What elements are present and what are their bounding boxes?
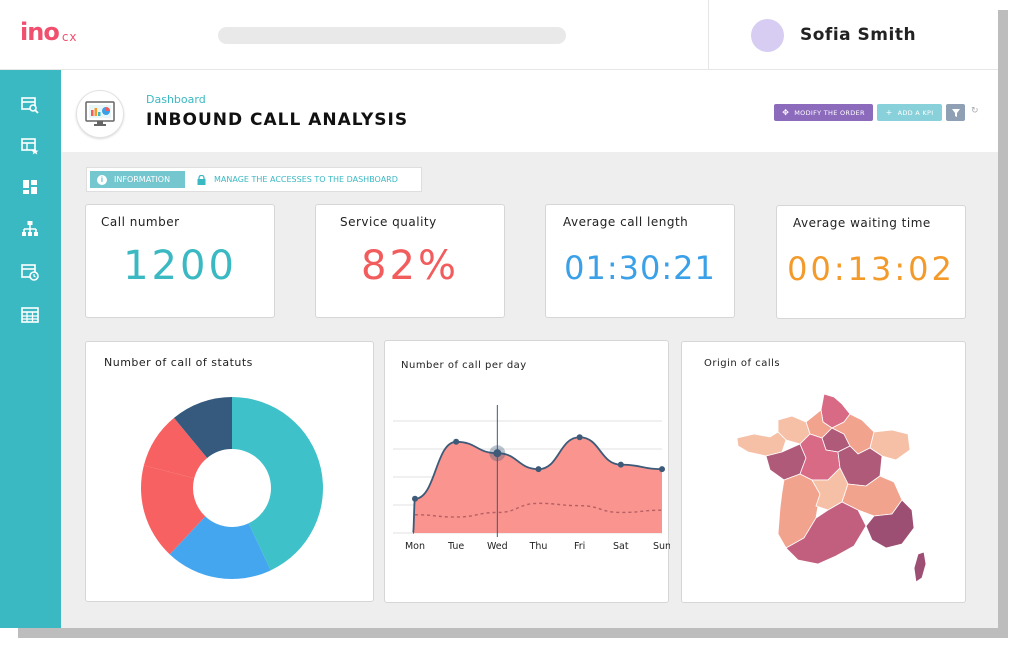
x-tick-label: Wed [487, 541, 508, 552]
kpi-label: Average waiting time [793, 216, 931, 230]
dashboard-thumbnail-icon [76, 90, 124, 138]
x-tick-label: Mon [405, 541, 425, 552]
area-line [412, 436, 663, 534]
kpi-card-call-number[interactable]: Call number 1200 [85, 204, 275, 318]
table-star-icon[interactable] [21, 137, 39, 155]
modify-order-label: MODIFY THE ORDER [794, 108, 865, 117]
data-point[interactable] [576, 434, 583, 441]
donut-slice[interactable] [232, 397, 323, 571]
page-title: INBOUND CALL ANALYSIS [146, 110, 409, 130]
filter-icon [951, 108, 960, 117]
data-point[interactable] [412, 495, 418, 502]
x-tick-label: Sun [653, 541, 670, 552]
x-tick-label: Tue [447, 541, 464, 552]
kpi-value: 82% [361, 243, 459, 289]
breadcrumb[interactable]: Dashboard [146, 93, 206, 106]
map-region-paca [865, 499, 915, 549]
hierarchy-icon[interactable] [21, 220, 39, 238]
data-point[interactable] [493, 449, 502, 458]
map-region-bretagne [736, 431, 787, 457]
kpi-value: 01:30:21 [564, 249, 716, 287]
data-point[interactable] [659, 466, 665, 473]
data-point[interactable] [617, 461, 624, 468]
donut-slice[interactable] [143, 417, 208, 479]
avatar[interactable] [751, 18, 784, 52]
area-fill [413, 437, 662, 533]
top-bar: ino cx Sofia Smith [0, 0, 998, 70]
calendar-clock-icon[interactable] [21, 263, 39, 281]
kpi-value: 1200 [123, 243, 237, 289]
donut-slice[interactable] [141, 465, 206, 555]
user-menu[interactable]: Sofia Smith [708, 0, 998, 70]
app-logo[interactable]: ino cx [20, 20, 78, 44]
plus-icon: + [885, 108, 893, 117]
logo-suffix: cx [61, 30, 78, 44]
logo-mark-text: ino [20, 18, 60, 46]
dashboard-tabs: i INFORMATION MANAGE THE ACCESSES TO THE… [86, 167, 422, 192]
filter-button[interactable] [946, 104, 965, 121]
x-tick-label: Thu [529, 541, 548, 552]
search-table-icon[interactable] [21, 96, 39, 114]
chart-title: Origin of calls [704, 358, 781, 369]
donut-slice[interactable] [173, 397, 232, 458]
kpi-label: Average call length [563, 215, 689, 229]
app-window: ino cx Sofia Smith [0, 0, 998, 628]
sidebar [0, 70, 61, 628]
logo-mark: ino [20, 18, 60, 46]
add-kpi-label: ADD A KPI [897, 108, 934, 117]
tab-manage-access[interactable]: MANAGE THE ACCESSES TO THE DASHBOARD [197, 171, 398, 188]
kpi-card-service-quality[interactable]: Service quality 82% [315, 204, 505, 318]
user-name: Sofia Smith [800, 25, 917, 45]
refresh-icon[interactable]: ↻ [971, 106, 979, 116]
modify-order-button[interactable]: ✥ MODIFY THE ORDER [774, 104, 873, 121]
chart-card-statuts[interactable]: Number of call of statuts [85, 341, 374, 602]
chart-title: Number of call per day [401, 360, 527, 371]
data-point[interactable] [535, 466, 542, 473]
tab-information-label: INFORMATION [114, 175, 171, 184]
x-tick-label: Fri [574, 541, 585, 552]
data-point[interactable] [453, 438, 460, 445]
tab-manage-access-label: MANAGE THE ACCESSES TO THE DASHBOARD [214, 175, 398, 184]
kpi-card-average-call-length[interactable]: Average call length 01:30:21 [545, 204, 735, 318]
chart-card-per-day[interactable]: Number of call per day Mon Tue Wed Thu Fri Sa… [384, 340, 670, 603]
kpi-label: Call number [101, 215, 180, 229]
donut-slice[interactable] [169, 516, 271, 579]
kpi-value: 00:13:02 [787, 250, 955, 288]
chart-card-origin[interactable]: Origin of calls [681, 341, 966, 603]
map-region-corse [913, 551, 927, 583]
dashboard-grid-icon[interactable] [21, 178, 39, 196]
info-icon: i [97, 174, 107, 185]
lock-icon [197, 174, 206, 185]
move-icon: ✥ [782, 108, 790, 117]
chart-title: Number of call of statuts [104, 356, 253, 369]
kpi-card-average-waiting-time[interactable]: Average waiting time 00:13:02 [776, 205, 966, 319]
france-map [736, 393, 927, 583]
tab-information[interactable]: i INFORMATION [90, 171, 185, 188]
area-chart: Mon Tue Wed Thu Fri Sat Sun [393, 405, 670, 552]
map-region-occitanie [785, 501, 867, 565]
search-bar[interactable] [218, 27, 566, 44]
x-tick-label: Sat [613, 541, 629, 552]
table-icon[interactable] [21, 306, 39, 324]
add-kpi-button[interactable]: + ADD A KPI [877, 104, 942, 121]
kpi-label: Service quality [340, 215, 437, 229]
donut-chart [141, 397, 323, 579]
